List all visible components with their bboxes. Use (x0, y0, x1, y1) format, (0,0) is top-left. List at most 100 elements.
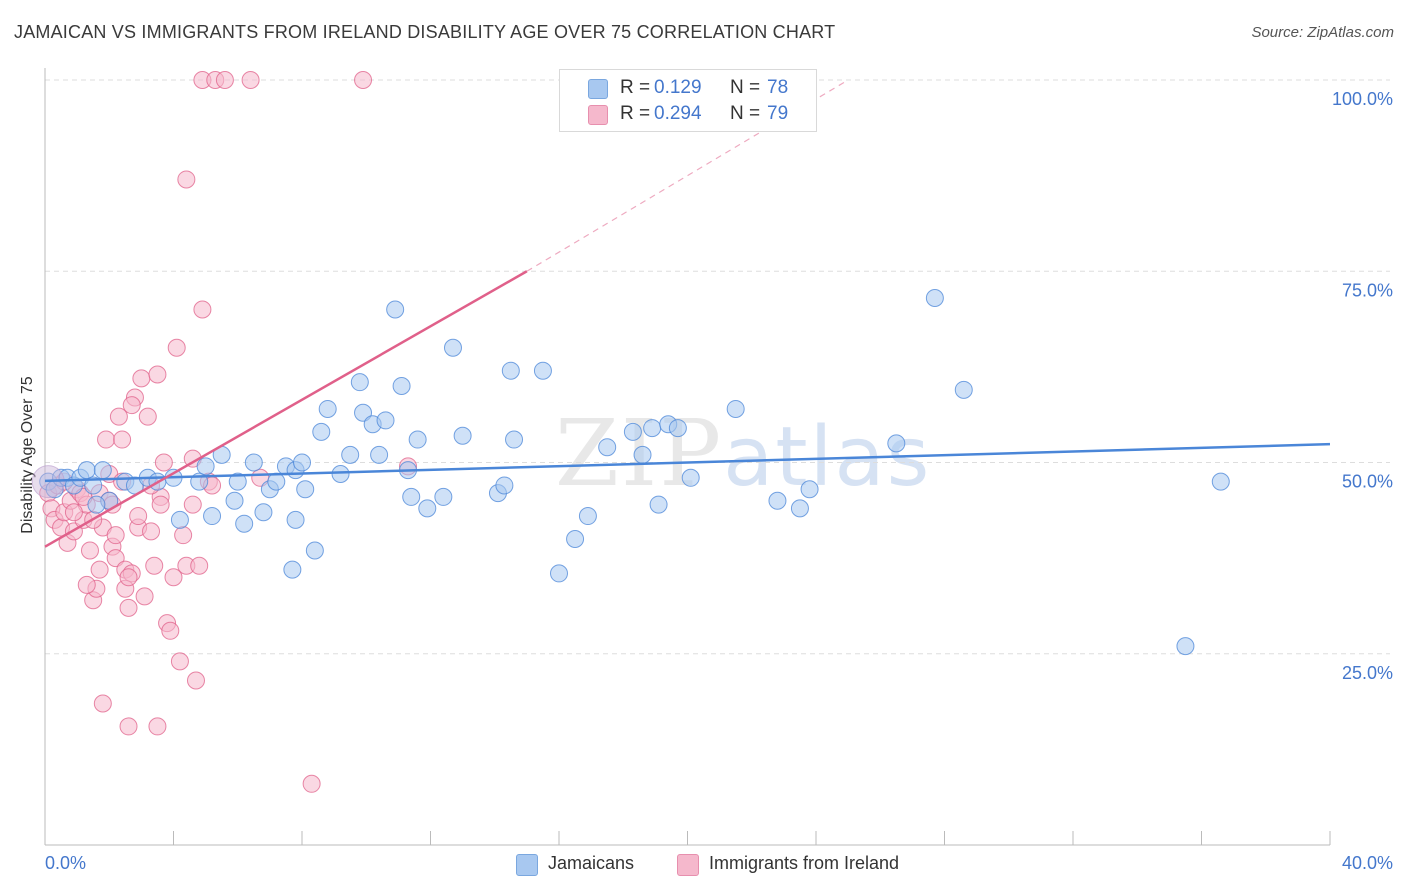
data-point (193, 300, 212, 319)
data-point (681, 468, 700, 487)
data-point (164, 568, 183, 587)
data-point (800, 480, 819, 499)
chart-title: JAMAICAN VS IMMIGRANTS FROM IRELAND DISA… (14, 22, 836, 42)
y-tick-label: 50.0% (1342, 472, 1393, 492)
trend-line (44, 270, 528, 548)
data-point (129, 507, 148, 526)
data-point (501, 361, 520, 380)
data-point (119, 568, 138, 587)
data-point (183, 495, 202, 514)
data-point (113, 430, 132, 449)
y-tick-label: 75.0% (1342, 280, 1393, 300)
data-point (77, 461, 96, 480)
data-point (225, 491, 244, 510)
series-jamaicans (31, 289, 1230, 656)
data-point (122, 396, 141, 415)
data-point (93, 694, 112, 713)
data-point (244, 453, 263, 472)
data-point (186, 671, 205, 690)
data-point (203, 507, 222, 526)
axes (44, 68, 1331, 846)
data-point (241, 71, 260, 89)
data-point (643, 419, 662, 438)
data-point (119, 598, 138, 617)
data-point (649, 495, 668, 514)
bottom-legend-label: Jamaicans (548, 853, 635, 873)
y-tick-label: 25.0% (1342, 663, 1393, 683)
data-point (286, 510, 305, 529)
data-point (283, 560, 302, 579)
data-point (97, 430, 116, 449)
data-point (341, 445, 360, 464)
data-point (392, 377, 411, 395)
legend-r-label: R = (620, 77, 651, 98)
data-point (331, 464, 350, 483)
data-point (1211, 472, 1230, 491)
data-point (578, 507, 597, 526)
data-point (93, 461, 112, 480)
data-point (190, 556, 209, 575)
data-point (954, 380, 973, 399)
data-point (350, 373, 369, 392)
data-point (215, 71, 234, 89)
data-point (495, 476, 514, 495)
data-point (154, 453, 173, 472)
data-point (887, 434, 906, 453)
data-point (293, 453, 311, 472)
data-point (132, 369, 151, 388)
data-point (161, 621, 180, 640)
data-point (505, 430, 524, 449)
data-point (145, 556, 164, 575)
legend-n-label: N = (730, 77, 761, 98)
data-point (305, 541, 324, 560)
data-point (87, 495, 106, 514)
data-point (151, 495, 170, 514)
trend-line (44, 442, 1331, 483)
data-point (623, 422, 642, 441)
data-point (354, 403, 373, 422)
data-point (80, 541, 99, 560)
legend-swatch-jamaicans (588, 79, 608, 99)
data-point (402, 487, 421, 506)
grid-lines (45, 79, 1390, 655)
x-tick-label: 0.0% (45, 853, 86, 873)
data-point (106, 549, 125, 568)
data-point (254, 503, 273, 522)
bottom-legend-swatch-jamaicans (516, 854, 538, 876)
bottom-legend-swatch-ireland (677, 854, 699, 876)
legend-n-value: 78 (767, 77, 789, 98)
data-point (566, 530, 585, 548)
data-point (354, 71, 373, 89)
data-point (267, 472, 286, 491)
data-point (167, 338, 186, 357)
data-point (90, 560, 109, 579)
data-point (768, 491, 787, 510)
data-point (408, 430, 427, 449)
data-point (235, 514, 254, 533)
data-point (109, 407, 128, 426)
data-point (370, 445, 389, 464)
data-point (598, 438, 617, 457)
data-point (106, 526, 125, 545)
data-point (148, 365, 167, 384)
data-point (64, 503, 83, 522)
data-point (1176, 637, 1195, 656)
data-point (170, 652, 189, 671)
x-tick-label: 40.0% (1342, 853, 1393, 873)
bottom-legend-label: Immigrants from Ireland (709, 853, 900, 873)
y-tick-label: 100.0% (1332, 89, 1393, 109)
legend-n-label: N = (730, 103, 761, 124)
data-point (84, 476, 103, 495)
data-point (296, 480, 315, 499)
source-label: Source: ZipAtlas.com (1251, 24, 1394, 41)
data-point (668, 419, 687, 438)
data-point (119, 717, 138, 736)
data-point (376, 411, 395, 430)
data-point (312, 422, 331, 441)
legend-r-value: 0.129 (654, 77, 702, 98)
data-point (228, 472, 247, 491)
data-point (77, 575, 96, 594)
data-point (434, 487, 453, 506)
legend-r-value: 0.294 (654, 103, 702, 124)
